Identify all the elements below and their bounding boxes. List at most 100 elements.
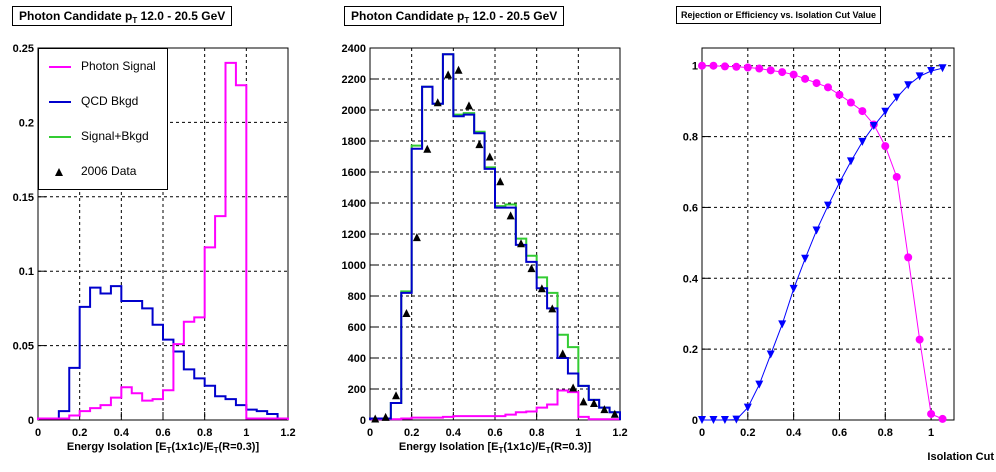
x-tick-label: 0.2 <box>72 427 87 439</box>
y-tick-label: 2000 <box>342 105 366 117</box>
legend-item-2006-data: 2006 Data <box>39 162 167 182</box>
y-tick-label: 1200 <box>342 229 366 241</box>
rejection-point <box>755 64 764 73</box>
efficiency-point <box>720 416 729 424</box>
data-point-triangle <box>454 65 463 74</box>
rejection-point <box>789 70 798 79</box>
data-point-triangle <box>433 98 442 107</box>
x-tick-label: 1 <box>243 427 249 439</box>
panel-data-comparison: 0 0.2 0.4 0.6 0.8 1 1.2 0 200 400 600 800 1000 1200 14… <box>332 0 664 472</box>
y-tick-label: 0.2 <box>19 117 34 129</box>
y-tick-label: 0.4 <box>683 273 699 285</box>
y-tick-label: 400 <box>348 353 366 365</box>
chart-isolation-counts: 0 0.2 0.4 0.6 0.8 1 1.2 0 200 400 600 800 1000 1200 14… <box>342 43 628 455</box>
y-tick-label: 2400 <box>342 43 366 55</box>
rejection-point <box>904 253 913 262</box>
rejection-point <box>698 61 706 70</box>
y-tick-label: 0 <box>692 415 698 427</box>
rejection-point <box>812 79 821 88</box>
data-point-triangle <box>464 101 473 110</box>
rejection-point <box>801 74 810 83</box>
legend-label: 2006 Data <box>81 164 137 178</box>
panel-rejection-efficiency: 0 0.2 0.4 0.6 0.8 1 0 0.2 0.4 0.6 0.8 1 Isolation Cu… <box>664 0 996 472</box>
efficiency-point <box>812 226 821 235</box>
data-point-triangle <box>496 177 505 186</box>
data-point-triangle <box>517 239 526 248</box>
legend-item-signal-bkgd: Signal+Bkgd <box>39 127 167 147</box>
data-point-triangle <box>506 211 515 220</box>
chart-isolation-normalized: 0 0.2 0.4 0.6 0.8 1 1.2 0 0.05 0.1 0.15 0.2 0.25 Ener… <box>13 43 296 455</box>
chart-legend: Photon Signal QCD Bkgd Signal+Bkgd 2006 … <box>38 48 168 190</box>
y-tick-label: 1600 <box>342 167 366 179</box>
x-tick-label: 1.2 <box>612 427 627 439</box>
panel-photon-signal-bkgd: 0 0.2 0.4 0.6 0.8 1 1.2 0 0.05 0.1 0.15 0.2 0.25 Ener… <box>0 0 332 472</box>
y-tick-label: 0.15 <box>13 192 34 204</box>
photon-signal-histogram <box>37 61 289 420</box>
x-tick-label: 0.6 <box>155 427 170 439</box>
x-tick-label: 0.6 <box>832 427 847 439</box>
chart-title: Photon Candidate pT 12.0 - 20.5 GeV <box>344 6 565 26</box>
x-axis-label: Energy Isolation [ET(1x1c)/ET(R=0.3)] <box>399 441 592 455</box>
data-point-triangle <box>537 284 546 293</box>
y-tick-label: 0 <box>28 415 34 427</box>
rejection-point <box>927 409 936 418</box>
x-tick-label: 1.2 <box>280 427 295 439</box>
data-point-triangle <box>423 144 432 153</box>
data-point-triangle <box>558 349 567 358</box>
y-tick-label: 600 <box>348 322 366 334</box>
x-tick-label: 0.8 <box>197 427 212 439</box>
photon-signal-histogram <box>369 389 621 421</box>
y-tick-label: 2200 <box>342 74 366 86</box>
rejection-point <box>766 66 775 75</box>
x-tick-label: 0 <box>699 427 705 439</box>
y-tick-label: 0.8 <box>683 132 698 144</box>
qcd-bkgd-histogram <box>37 285 289 420</box>
efficiency-point <box>846 157 855 166</box>
y-tick-label: 0.2 <box>683 344 698 356</box>
y-tick-label: 1 <box>692 61 698 73</box>
data-point-triangle <box>444 70 453 79</box>
efficiency-point <box>881 107 890 116</box>
data-point-triangle <box>381 412 390 421</box>
rejection-point <box>846 98 855 107</box>
rejection-point <box>824 83 832 92</box>
data-point-triangle <box>475 140 484 149</box>
y-tick-label: 0.6 <box>683 202 698 214</box>
data-point-triangle <box>412 233 421 242</box>
y-tick-label: 0.25 <box>13 43 34 55</box>
rejection-point <box>858 107 867 116</box>
x-axis-label: Isolation Cut <box>927 451 994 463</box>
legend-swatch <box>49 101 71 103</box>
legend-label: Signal+Bkgd <box>81 129 149 143</box>
data-point-triangle <box>548 304 557 313</box>
data-point-triangle <box>485 152 494 161</box>
efficiency-point <box>824 201 832 210</box>
y-tick-label: 800 <box>348 291 366 303</box>
x-tick-label: 0.8 <box>529 427 544 439</box>
rejection-point <box>881 142 890 151</box>
data-point-triangle <box>392 391 401 400</box>
efficiency-point <box>915 72 924 81</box>
triangle-marker-icon <box>55 168 63 176</box>
x-tick-label: 1 <box>575 427 581 439</box>
legend-swatch <box>49 136 71 138</box>
efficiency-point <box>743 403 752 412</box>
data-point-triangle <box>589 398 598 407</box>
efficiency-point <box>766 350 775 359</box>
x-tick-label: 0.2 <box>404 427 419 439</box>
x-tick-label: 0 <box>367 427 373 439</box>
x-tick-label: 1 <box>928 427 934 439</box>
efficiency-point <box>801 254 810 263</box>
x-tick-label: 0.2 <box>740 427 755 439</box>
legend-item-photon-signal: Photon Signal <box>39 57 167 77</box>
rejection-point <box>778 68 787 77</box>
y-tick-label: 1000 <box>342 260 366 272</box>
y-tick-label: 200 <box>348 384 366 396</box>
efficiency-curve <box>702 67 943 421</box>
x-tick-label: 0.4 <box>786 427 802 439</box>
legend-item-qcd-bkgd: QCD Bkgd <box>39 92 167 112</box>
data-point-triangle <box>569 383 578 392</box>
efficiency-point <box>927 67 936 76</box>
efficiency-point <box>698 416 706 424</box>
rejection-point <box>732 62 741 71</box>
